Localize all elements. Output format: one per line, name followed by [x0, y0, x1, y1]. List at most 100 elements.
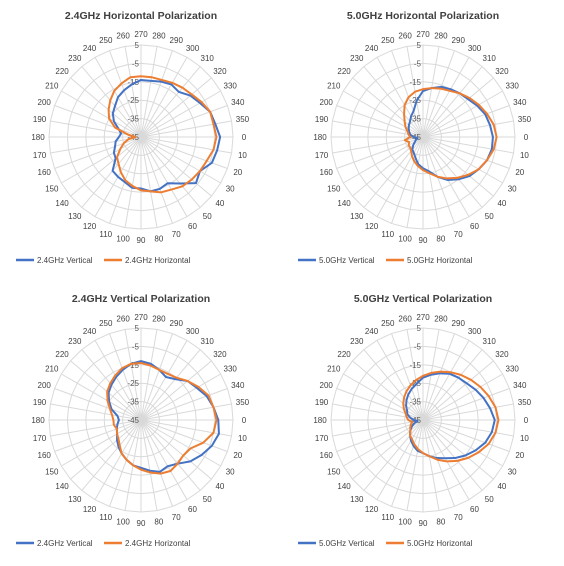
grid	[330, 44, 516, 230]
legend-label: 2.4GHz Horizontal	[125, 256, 191, 265]
grid-spoke	[406, 136, 424, 228]
grid-spoke	[363, 419, 424, 491]
angle-tick-label: 80	[436, 234, 445, 243]
angle-tick-label: 10	[238, 151, 247, 160]
series-line-vertical	[405, 372, 496, 460]
grid-spoke	[376, 57, 424, 138]
angle-tick-label: 130	[68, 212, 82, 221]
legend: 2.4GHz Vertical 2.4GHz Horizontal	[16, 256, 191, 265]
angle-tick-label: 250	[99, 36, 113, 45]
grid-spoke	[422, 136, 503, 184]
legend-label: 5.0GHz Vertical	[319, 539, 375, 548]
grid-spoke	[140, 136, 173, 224]
angle-tick-label: 110	[99, 230, 112, 239]
radial-tick-label: -45	[127, 416, 139, 425]
angle-tick-label: 170	[315, 151, 329, 160]
angle-tick-label: 310	[483, 54, 497, 63]
grid-spoke	[376, 340, 424, 421]
series-line-vertical	[107, 360, 220, 473]
angle-tick-label: 180	[313, 133, 327, 142]
angle-tick-label: 260	[116, 32, 130, 41]
grid-spoke	[109, 419, 142, 507]
chart-2-svg: 5.0GHz Horizontal Polarization0102030405…	[298, 10, 532, 265]
angle-tick-label: 240	[365, 327, 379, 336]
angle-tick-label: 230	[350, 337, 364, 346]
grid-spoke	[94, 340, 142, 421]
grid-spoke	[422, 333, 455, 421]
angle-tick-label: 70	[454, 513, 463, 522]
angle-tick-label: 210	[327, 365, 341, 374]
angle-tick-label: 50	[203, 495, 212, 504]
grid-spoke	[109, 333, 142, 421]
angle-tick-label: 210	[45, 82, 59, 91]
angle-tick-label: 0	[524, 133, 529, 142]
grid-spoke	[140, 419, 201, 491]
angle-tick-label: 250	[381, 36, 395, 45]
grid-spoke	[140, 360, 212, 421]
grid-spoke	[70, 136, 142, 197]
radial-tick-label: -15	[409, 361, 421, 370]
grid-spoke	[376, 419, 424, 500]
grid-spoke	[422, 136, 510, 169]
angle-tick-label: 300	[186, 44, 200, 53]
angle-tick-label: 300	[186, 327, 200, 336]
angle-tick-label: 290	[170, 36, 184, 45]
grid-spoke	[140, 419, 228, 452]
legend-label: 2.4GHz Vertical	[37, 539, 93, 548]
grid-spoke	[422, 46, 440, 138]
radial-tick-label: 5	[135, 41, 140, 50]
grid-spoke	[352, 360, 424, 421]
grid-spoke	[332, 419, 424, 437]
grid-spoke	[422, 419, 510, 452]
angle-tick-label: 30	[226, 185, 235, 194]
grid-spoke	[50, 403, 142, 421]
angle-tick-label: 160	[38, 168, 52, 177]
angle-tick-label: 310	[201, 337, 215, 346]
angle-tick-label: 60	[188, 505, 197, 514]
angle-tick-label: 110	[381, 513, 394, 522]
angle-tick-label: 220	[337, 350, 351, 359]
angle-tick-label: 170	[33, 151, 47, 160]
angle-tick-label: 60	[188, 222, 197, 231]
grid-spoke	[376, 136, 424, 217]
grid-spoke	[422, 349, 483, 421]
grid-spoke	[94, 419, 142, 500]
angle-tick-label: 120	[365, 222, 379, 231]
angle-tick-label: 280	[152, 315, 166, 324]
grid-spoke	[352, 77, 424, 138]
chart-title: 5.0GHz Horizontal Polarization	[347, 10, 499, 22]
angle-tick-label: 100	[398, 517, 412, 526]
angle-tick-label: 260	[116, 315, 130, 324]
grid-spoke	[422, 373, 503, 421]
angle-tick-label: 50	[485, 212, 494, 221]
angle-tick-label: 20	[515, 451, 524, 460]
angle-tick-label: 10	[520, 434, 529, 443]
grid-spoke	[422, 419, 455, 507]
angle-tick-label: 220	[55, 67, 69, 76]
legend-label: 2.4GHz Horizontal	[125, 539, 191, 548]
grid-spoke	[391, 333, 424, 421]
angle-tick-label: 320	[495, 350, 509, 359]
grid-spoke	[422, 419, 440, 511]
angle-tick-label: 200	[320, 381, 334, 390]
grid-spoke	[391, 50, 424, 138]
angle-tick-label: 120	[83, 505, 97, 514]
angle-tick-label: 270	[416, 313, 430, 322]
angle-tick-label: 130	[350, 212, 364, 221]
radial-tick-label: -35	[409, 115, 421, 124]
angle-tick-label: 90	[137, 519, 146, 528]
radial-tick-label: -15	[127, 78, 139, 87]
angle-tick-label: 90	[419, 236, 428, 245]
grid-spoke	[422, 136, 483, 208]
grid-spoke	[422, 105, 510, 138]
angle-tick-label: 320	[213, 67, 227, 76]
grid-spoke	[422, 419, 483, 491]
grid-spoke	[363, 349, 424, 421]
grid-spoke	[140, 419, 221, 467]
angle-tick-label: 330	[224, 365, 238, 374]
grid-spoke	[61, 419, 142, 467]
grid-spoke	[140, 329, 158, 421]
grid-spoke	[54, 419, 142, 452]
